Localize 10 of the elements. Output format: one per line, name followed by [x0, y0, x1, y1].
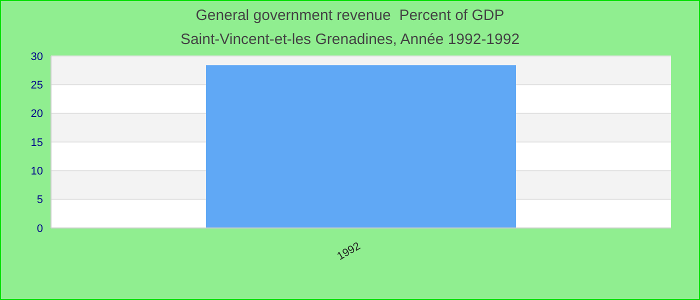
- y-tick-label: 5: [36, 194, 43, 206]
- y-tick-label: 10: [30, 166, 43, 178]
- y-tick-label: 15: [30, 136, 43, 149]
- y-tick-label: 25: [30, 80, 43, 92]
- y-tick-label: 30: [30, 50, 43, 63]
- chart-title: General government revenue Percent of GDP: [194, 6, 506, 26]
- y-tick-label: 20: [30, 108, 43, 120]
- y-tick-label: 0: [36, 222, 43, 235]
- x-tick-label: 1992: [335, 240, 362, 263]
- chart-subtitle: Saint-Vincent-et-les Grenadines, Année 1992-1992: [179, 30, 521, 50]
